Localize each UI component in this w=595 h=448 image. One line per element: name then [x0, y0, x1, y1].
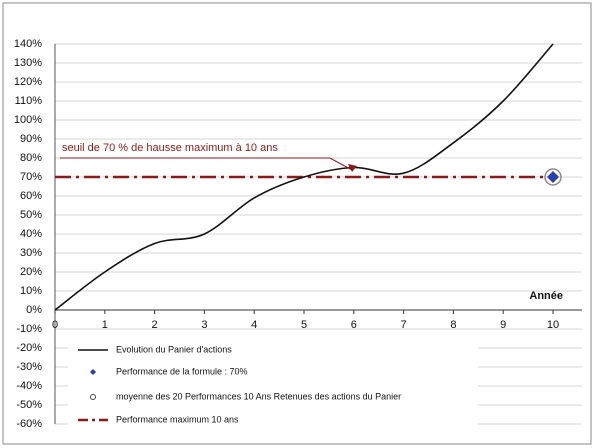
y-tick-label: 50%: [20, 209, 42, 221]
x-tick-label: 1: [102, 319, 108, 331]
legend-swatch: [90, 369, 96, 375]
y-tick-label: 90%: [20, 133, 42, 145]
legend-label: Evolution du Panier d'actions: [116, 344, 232, 354]
y-tick-label: 130%: [14, 57, 42, 69]
legend-box: [68, 336, 478, 432]
y-tick-label: -30%: [16, 361, 42, 373]
y-tick-label: 30%: [20, 247, 42, 259]
series-line: [54, 43, 554, 311]
y-tick-label: 0%: [26, 304, 42, 316]
y-tick-label: -50%: [16, 399, 42, 411]
y-tick-label: -20%: [16, 342, 42, 354]
x-tick-label: 10: [547, 319, 559, 331]
marker-diamond: [547, 171, 559, 183]
x-tick-label: 2: [152, 319, 158, 331]
legend-label: Performance de la formule : 70%: [116, 366, 248, 376]
y-tick-label: 100%: [14, 114, 42, 126]
x-tick-label: 7: [401, 319, 407, 331]
y-tick-label: 10%: [20, 285, 42, 297]
x-tick-label: 6: [351, 319, 357, 331]
legend-swatch: [90, 394, 96, 400]
y-tick-label: 80%: [20, 152, 42, 164]
x-tick-label: 3: [201, 319, 207, 331]
y-tick-label: 60%: [20, 190, 42, 202]
y-tick-label: 120%: [14, 76, 42, 88]
y-tick-label: -40%: [16, 380, 42, 392]
x-tick-label: 0: [52, 319, 58, 331]
x-tick-label: 9: [500, 319, 506, 331]
y-tick-label: 110%: [15, 95, 43, 107]
legend-label: moyenne des 20 Performances 10 Ans Reten…: [116, 391, 401, 401]
annotation-leader: [60, 157, 353, 171]
annotation-arrow: [348, 164, 357, 172]
y-tick-label: 70%: [20, 171, 42, 183]
y-tick-label: 140%: [14, 38, 42, 50]
annotation: seuil de 70 % de hausse maximum à 10 ans: [62, 142, 278, 154]
x-axis-label: Année: [529, 290, 563, 302]
marker-circle: [544, 168, 562, 186]
y-tick-label: 40%: [20, 228, 42, 240]
x-tick-label: 8: [450, 319, 456, 331]
y-tick-label: 20%: [20, 266, 42, 278]
legend-label: Performance maximum 10 ans: [116, 414, 239, 424]
x-tick-label: 4: [251, 319, 257, 331]
y-tick-label: -60%: [16, 418, 42, 430]
y-tick-label: -10%: [16, 323, 42, 335]
x-tick-label: 5: [301, 319, 307, 331]
